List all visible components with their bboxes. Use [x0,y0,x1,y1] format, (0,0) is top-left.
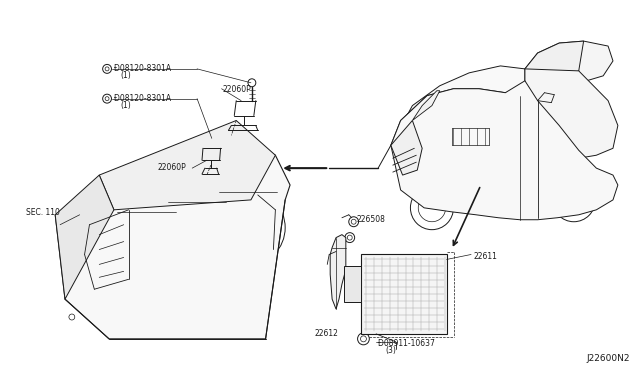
Text: Ð08120-8301A: Ð08120-8301A [114,64,171,73]
Text: (1): (1) [121,71,132,80]
Polygon shape [391,66,534,145]
Text: 22060P: 22060P [223,85,252,94]
Text: 22612: 22612 [314,329,339,338]
Polygon shape [330,235,346,309]
Polygon shape [525,41,584,83]
Text: (1): (1) [121,101,132,110]
Polygon shape [391,81,618,220]
Text: Ð08911-10637: Ð08911-10637 [378,339,435,348]
Polygon shape [55,175,114,299]
Text: Ð08120-8301A: Ð08120-8301A [114,94,171,103]
Polygon shape [391,121,422,175]
Text: J22600N2: J22600N2 [587,354,630,363]
Text: (3): (3) [385,346,396,355]
Polygon shape [412,91,440,121]
Polygon shape [55,131,290,339]
Polygon shape [525,69,618,158]
Polygon shape [362,254,447,334]
Polygon shape [344,266,362,302]
Text: 226508: 226508 [356,215,385,224]
Text: SEC. 110: SEC. 110 [26,208,60,217]
Text: 22060P: 22060P [158,163,187,172]
Polygon shape [525,41,613,83]
Polygon shape [99,121,275,210]
Text: 22611: 22611 [473,251,497,260]
